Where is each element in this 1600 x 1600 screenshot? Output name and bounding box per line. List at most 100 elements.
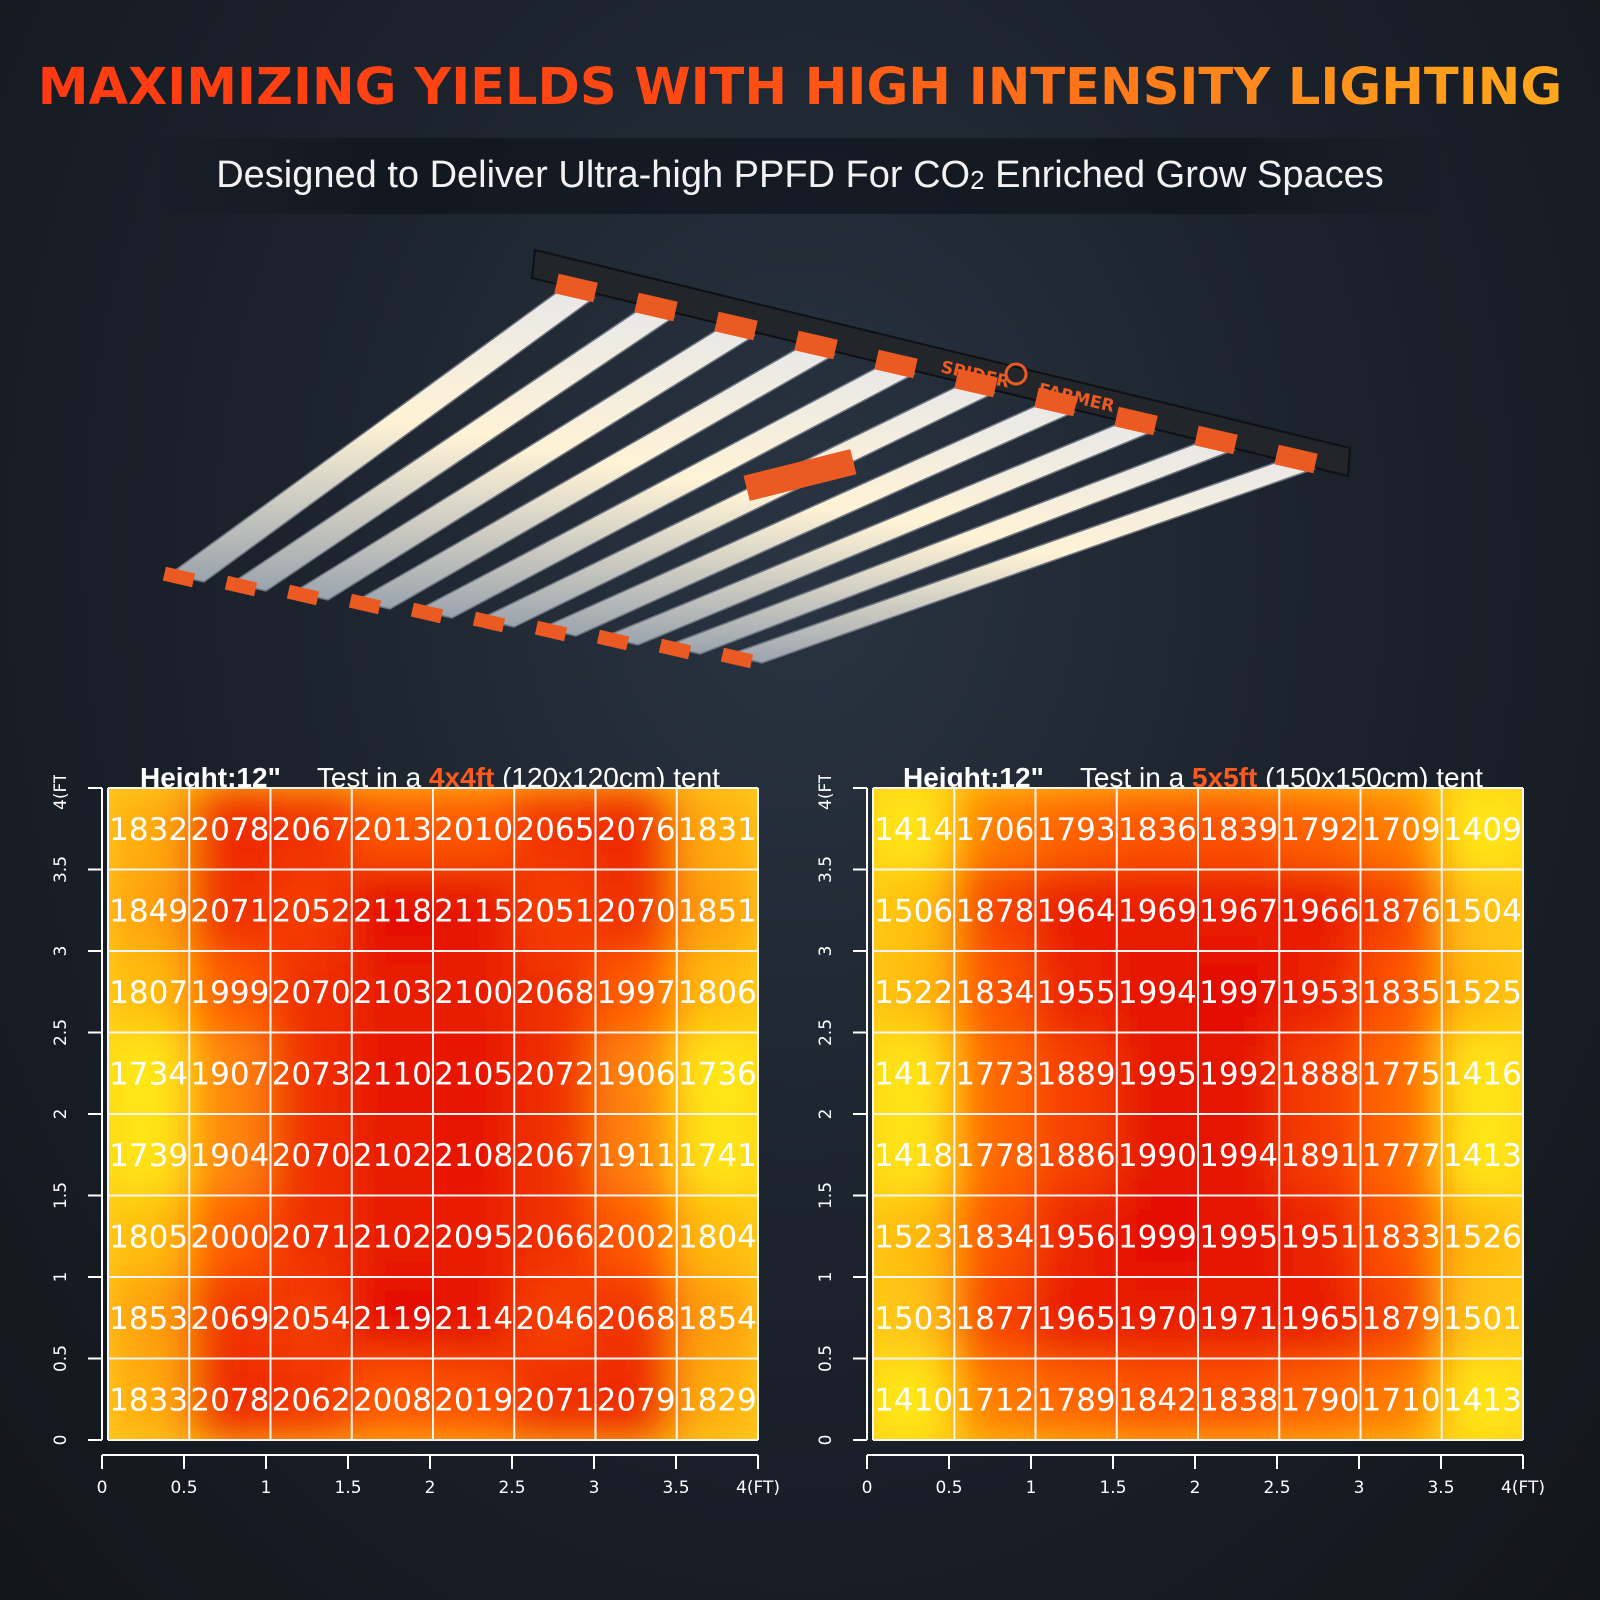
x-tick-label: 2.5 bbox=[1263, 1478, 1290, 1498]
x-tick-label: 3 bbox=[589, 1478, 600, 1498]
bar-end-cap bbox=[1274, 444, 1318, 474]
heatmap-cell bbox=[675, 1031, 758, 1115]
bar-end-cap bbox=[794, 330, 838, 360]
y-tick-label: 2 bbox=[816, 1109, 836, 1120]
heatmap-cell bbox=[594, 1113, 678, 1197]
cell-value: 1522 bbox=[874, 975, 953, 1011]
cell-value: 1836 bbox=[1118, 812, 1197, 848]
cell-value: 2108 bbox=[434, 1138, 513, 1174]
heatmap-cell bbox=[594, 1357, 678, 1440]
heatmap-cell bbox=[513, 1194, 597, 1278]
x-tick-label: 0.5 bbox=[170, 1478, 197, 1498]
heatmap-cell bbox=[513, 1031, 597, 1115]
heatmap-cell bbox=[432, 868, 516, 952]
heatmap-cell bbox=[188, 1357, 272, 1440]
heatmap-cell bbox=[1197, 788, 1281, 871]
cell-value: 1501 bbox=[1443, 1301, 1522, 1337]
heatmap-cell bbox=[432, 788, 516, 871]
cell-value: 2019 bbox=[434, 1382, 513, 1418]
cell-value: 1410 bbox=[874, 1382, 953, 1418]
heatmap-cell bbox=[350, 1113, 434, 1197]
cell-value: 1413 bbox=[1443, 1138, 1522, 1174]
cell-value: 1793 bbox=[1037, 812, 1116, 848]
heatmap-cell bbox=[594, 1194, 678, 1278]
heatmap-cell bbox=[953, 1357, 1037, 1440]
heatmap-cell bbox=[108, 1276, 191, 1360]
heatmap-cell bbox=[350, 868, 434, 952]
heatmap-cell bbox=[1115, 788, 1199, 871]
heatmap-cell bbox=[188, 1031, 272, 1115]
heatmap-cell bbox=[594, 788, 678, 871]
heatmap-cell bbox=[873, 1113, 956, 1197]
cell-value: 1773 bbox=[955, 1056, 1034, 1092]
heatmap-cell bbox=[1359, 1031, 1443, 1115]
heatmap-cell bbox=[1440, 1031, 1523, 1115]
cell-value: 2073 bbox=[272, 1056, 351, 1092]
cell-value: 1879 bbox=[1362, 1301, 1441, 1337]
cell-value: 1835 bbox=[1362, 975, 1441, 1011]
cell-value: 1999 bbox=[1118, 1219, 1197, 1255]
y-tick-label: 3 bbox=[51, 946, 71, 957]
bar-end-cap bbox=[596, 629, 630, 651]
heatmap-cell bbox=[1034, 868, 1118, 952]
cell-value: 1904 bbox=[190, 1138, 269, 1174]
cell-value: 2010 bbox=[434, 812, 513, 848]
cell-value: 2095 bbox=[434, 1219, 513, 1255]
heatmap-cell bbox=[953, 788, 1037, 871]
heatmap-cell bbox=[675, 950, 758, 1034]
heatmap-cell bbox=[1440, 1276, 1523, 1360]
bar-end-cap bbox=[534, 620, 568, 642]
cell-value: 1955 bbox=[1037, 975, 1116, 1011]
heatmap-cell bbox=[1034, 1194, 1118, 1278]
cell-value: 1907 bbox=[190, 1056, 269, 1092]
heatmap-cell bbox=[594, 868, 678, 952]
heatmap-cell bbox=[1359, 868, 1443, 952]
x-tick-label: 1 bbox=[1026, 1478, 1037, 1498]
light-bars bbox=[162, 273, 1318, 669]
heatmap-cell bbox=[350, 788, 434, 871]
bar-end-cap bbox=[1114, 406, 1158, 436]
heatmap-cell bbox=[1278, 1276, 1362, 1360]
cell-value: 1839 bbox=[1199, 812, 1278, 848]
heatmap-cell bbox=[269, 788, 353, 871]
heatmap-cell bbox=[513, 1357, 597, 1440]
y-tick-label: 1.5 bbox=[816, 1182, 836, 1209]
heatmap-cell bbox=[953, 1276, 1037, 1360]
heatmap-cell bbox=[432, 1031, 516, 1115]
heatmap-cell bbox=[188, 1194, 272, 1278]
x-tick-label: 2 bbox=[425, 1478, 436, 1498]
heatmap-cell bbox=[513, 868, 597, 952]
heatmap-cell bbox=[873, 1357, 956, 1440]
cell-value: 1965 bbox=[1280, 1301, 1359, 1337]
cell-value: 1777 bbox=[1362, 1138, 1441, 1174]
heatmap-cell bbox=[188, 788, 272, 871]
cell-value: 1997 bbox=[1199, 975, 1278, 1011]
cell-value: 1886 bbox=[1037, 1138, 1116, 1174]
bar-end-cap bbox=[162, 566, 196, 588]
heatmap-cell bbox=[594, 1276, 678, 1360]
cell-value: 2069 bbox=[190, 1301, 269, 1337]
cell-value: 1712 bbox=[955, 1382, 1034, 1418]
cell-value: 1789 bbox=[1037, 1382, 1116, 1418]
cell-value: 1911 bbox=[597, 1138, 676, 1174]
cell-value: 2070 bbox=[272, 975, 351, 1011]
y-tick-label: 2 bbox=[51, 1109, 71, 1120]
cell-value: 1790 bbox=[1280, 1382, 1359, 1418]
heatmap-cell bbox=[1115, 868, 1199, 952]
heatmap-cell bbox=[350, 1357, 434, 1440]
heatmap-cell bbox=[594, 950, 678, 1034]
heatmap-cell bbox=[675, 788, 758, 871]
cell-value: 1416 bbox=[1443, 1056, 1522, 1092]
heatmap-cell bbox=[1278, 1194, 1362, 1278]
x-tick-label: 0 bbox=[97, 1478, 108, 1498]
heatmap-cell bbox=[432, 1357, 516, 1440]
heatmap-cell bbox=[1115, 1113, 1199, 1197]
cell-value: 2102 bbox=[353, 1219, 432, 1255]
bar-end-cap bbox=[286, 584, 320, 606]
y-tick-label: 0 bbox=[816, 1435, 836, 1446]
y-tick-label: 1 bbox=[816, 1272, 836, 1283]
cell-value: 1526 bbox=[1443, 1219, 1522, 1255]
cell-value: 1878 bbox=[955, 893, 1034, 929]
cell-value: 1891 bbox=[1280, 1138, 1359, 1174]
heatmap-cell bbox=[1440, 1113, 1523, 1197]
